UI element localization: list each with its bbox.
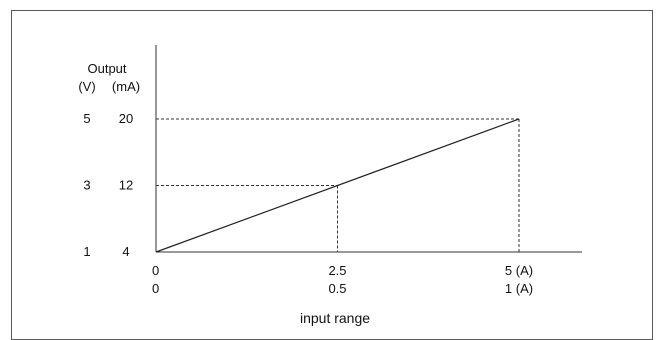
- y-tick-volts-label: 5: [83, 111, 90, 126]
- x-tick-secondary-label: 0: [152, 281, 159, 296]
- y-tick-ma-label: 12: [119, 178, 133, 193]
- x-tick-primary-label: 0: [152, 263, 159, 278]
- x-axis-title: input range: [300, 310, 370, 326]
- guide-lines: [156, 118, 520, 252]
- x-tick-primary-label: 2.5: [328, 263, 346, 278]
- output-vs-input-chart: 1 4 3 12 5 20 0 0 2.5 0.5 5 (A) 1 (A) Output (V) (…: [78, 45, 582, 326]
- y-axis-title: Output: [87, 61, 126, 76]
- y-tick-ma-label: 20: [119, 111, 133, 126]
- y-axis-unit-milliamps: (mA): [112, 79, 140, 94]
- y-tick-ma-label: 4: [122, 244, 129, 259]
- y-tick-labels: 1 4 3 12 5 20: [83, 111, 133, 259]
- axes: [155, 45, 582, 253]
- y-axis-unit-volts: (V): [78, 79, 95, 94]
- x-tick-primary-label: 5 (A): [505, 263, 533, 278]
- y-tick-volts-label: 3: [83, 178, 90, 193]
- y-tick-volts-label: 1: [83, 244, 90, 259]
- series-line-0: [155, 118, 520, 253]
- x-tick-secondary-label: 0.5: [328, 281, 346, 296]
- x-tick-secondary-label: 1 (A): [505, 281, 533, 296]
- series-lines: [155, 118, 520, 253]
- x-tick-labels: 0 0 2.5 0.5 5 (A) 1 (A): [152, 263, 533, 296]
